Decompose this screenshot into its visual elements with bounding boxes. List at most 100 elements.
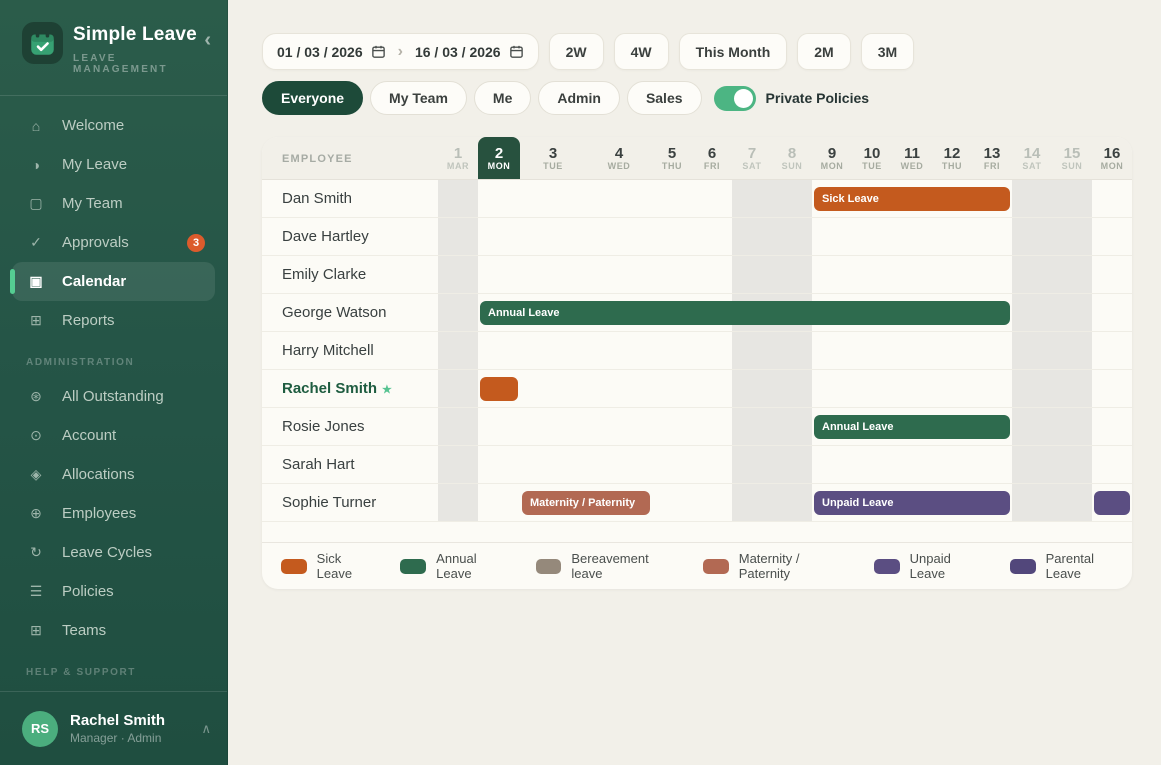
employee-name: Emily Clarke [282, 266, 367, 283]
sidebar-item-label: Leave Cycles [62, 544, 153, 561]
day-header-7: 7 SAT [732, 137, 772, 179]
weekend-shade [1012, 446, 1052, 483]
day-number: 8 [787, 144, 797, 162]
weekend-shade [1012, 332, 1052, 369]
sidebar-item-welcome[interactable]: ⌂ Welcome [12, 106, 215, 145]
sidebar-item-employees[interactable]: ⊕ Employees [12, 494, 215, 533]
day-header-8: 8 SUN [772, 137, 812, 179]
leave-bar-unpaid[interactable]: Unpaid Leave [814, 491, 1010, 515]
sidebar-item-teams[interactable]: ⊞ Teams [12, 611, 215, 650]
sidebar-section-label: HELP & SUPPORT [26, 667, 137, 678]
employee-name: Dan Smith [282, 190, 353, 207]
sidebar-item-reports[interactable]: ⊞ Reports [12, 301, 215, 340]
weekend-shade [732, 408, 772, 445]
legend-label: Maternity / Paternity [738, 551, 800, 581]
employee-name: George Watson [282, 304, 387, 321]
day-number: 5 [667, 144, 677, 162]
weekend-shade [772, 180, 812, 217]
employee-column-header: EMPLOYEE [282, 153, 353, 165]
sidebar-item-label: Calendar [62, 273, 127, 290]
sidebar-item-label: Approvals [62, 234, 129, 251]
sidebar-section-label: ADMINISTRATION [26, 357, 135, 368]
leave-bar-unpaid[interactable] [1094, 491, 1130, 515]
day-number: 13 [983, 144, 1001, 162]
legend-item-bereavement: Bereavement leave [535, 551, 682, 581]
sidebar-item-my-leave[interactable]: ◑ My Leave [12, 145, 215, 184]
filter-pill-admin[interactable]: Admin [538, 81, 620, 115]
day-weekday-label: SAT [742, 160, 762, 171]
cycle-icon: ↻ [30, 544, 42, 560]
sidebar-item-account[interactable]: ⊙ Account [12, 416, 215, 455]
sidebar-item-label: Reports [62, 312, 115, 329]
filter-pill-sales[interactable]: Sales [626, 81, 702, 115]
sidebar-item-calendar[interactable]: ▣ Calendar [10, 262, 215, 301]
star-icon: ★ [382, 384, 392, 396]
leave-bar-sick[interactable] [480, 377, 518, 401]
sidebar-item-all-outstanding[interactable]: ⊛ All Outstanding [12, 377, 215, 416]
day-weekday-label: TUE [543, 160, 563, 171]
sidebar-item-label: All Outstanding [62, 388, 164, 405]
employee-row: Emily Clarke [262, 256, 1132, 294]
toggle-track[interactable] [713, 85, 756, 111]
sidebar-collapse-icon[interactable]: ‹ [204, 29, 211, 51]
day-number: 10 [863, 144, 881, 162]
filter-pill-everyone[interactable]: Everyone [262, 81, 364, 115]
app-name: Simple Leave [73, 24, 197, 45]
filter-pill-me[interactable]: Me [473, 81, 532, 115]
active-item-accent [10, 269, 15, 294]
employee-row: Dan Smith Sick Leave [262, 180, 1132, 218]
weekend-shade [438, 256, 478, 293]
leave-type-legend: Sick Leave Annual Leave Bereavement leave M… [262, 543, 1132, 589]
sidebar: Simple Leave LEAVE MANAGEMENT ‹ ⌂ Welcome… [0, 0, 228, 765]
range-button-4w[interactable]: 4W [613, 33, 669, 70]
chevron-up-icon: ∧ [201, 720, 211, 736]
legend-item-parental: Parental Leave [1009, 551, 1132, 581]
employee-row: Harry Mitchell [262, 332, 1132, 370]
day-number: 3 [548, 144, 558, 162]
sidebar-item-policies[interactable]: ☰ Policies [12, 572, 215, 611]
leave-bar-maternity[interactable]: Maternity / Paternity [522, 491, 650, 515]
home-icon: ⌂ [31, 117, 41, 134]
day-header-15: 15 SUN [1052, 137, 1092, 179]
sidebar-item-approvals[interactable]: ✓ Approvals 3 [12, 223, 215, 262]
range-button-2m[interactable]: 2M [797, 33, 851, 70]
check-icon: ✓ [30, 234, 42, 250]
private-policies-toggle[interactable]: Private Policies [713, 85, 869, 111]
main-content: 01 / 03 / 2026 › 16 / 03 / 2026 2W 4W This… [228, 0, 1161, 765]
calendar-icon [371, 45, 385, 58]
day-weekday-label: WED [607, 160, 631, 171]
date-from-field[interactable]: 01 / 03 / 2026 [277, 44, 386, 60]
range-button-this-month[interactable]: This Month [678, 33, 788, 70]
weekend-shade [438, 484, 478, 521]
range-button-2w[interactable]: 2W [548, 33, 604, 70]
legend-item-annual: Annual Leave [400, 551, 514, 581]
range-buttons: 2W 4W This Month 2M 3M [548, 33, 915, 70]
asterisk-circle-icon: ⊛ [30, 388, 42, 404]
leave-bar-sick[interactable]: Sick Leave [814, 187, 1010, 211]
filter-toolbar: Everyone My Team Me Admin Sales Private Poli… [262, 81, 1132, 115]
user-profile[interactable]: RS Rachel Smith Manager · Admin ∧ [0, 691, 227, 765]
employee-name: Harry Mitchell [282, 342, 374, 359]
sidebar-item-label: Teams [62, 622, 107, 639]
weekend-shade [732, 484, 772, 521]
filter-pill-my-team[interactable]: My Team [370, 81, 467, 115]
sidebar-item-allocations[interactable]: ◈ Allocations [12, 455, 215, 494]
day-header-12: 12 THU [932, 137, 972, 179]
employee-name: Sophie Turner [282, 494, 377, 511]
weekend-shade [438, 408, 478, 445]
range-button-3m[interactable]: 3M [860, 33, 915, 70]
day-weekday-label: SUN [781, 160, 803, 171]
weekend-shade [772, 408, 812, 445]
date-to-field[interactable]: 16 / 03 / 2026 [415, 44, 524, 60]
sidebar-item-my-team[interactable]: ▢ My Team [12, 184, 215, 223]
employee-row: Dave Hartley [262, 218, 1132, 256]
day-number: 1 [453, 144, 463, 162]
calendar-card: EMPLOYEE 1 MAR 2 MON 3 TUE 4 WED 5 THU 6 FRI 7 SAT 8 SU… [262, 137, 1132, 589]
employee-name: Sarah Hart [282, 456, 355, 473]
leave-bar-annual[interactable]: Annual Leave [480, 301, 1010, 325]
sidebar-item-leave-cycles[interactable]: ↻ Leave Cycles [12, 533, 215, 572]
weekend-shade [438, 446, 478, 483]
legend-label: Parental Leave [1045, 551, 1095, 581]
day-header-4: 4 WED [586, 137, 652, 179]
leave-bar-annual[interactable]: Annual Leave [814, 415, 1010, 439]
